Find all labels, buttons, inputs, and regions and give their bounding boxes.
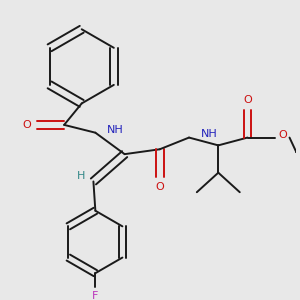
Text: O: O bbox=[23, 120, 32, 130]
Text: NH: NH bbox=[201, 129, 218, 139]
Text: F: F bbox=[92, 291, 99, 300]
Text: H: H bbox=[76, 171, 85, 181]
Text: O: O bbox=[243, 94, 252, 104]
Text: O: O bbox=[278, 130, 287, 140]
Text: NH: NH bbox=[107, 125, 124, 135]
Text: O: O bbox=[155, 182, 164, 192]
